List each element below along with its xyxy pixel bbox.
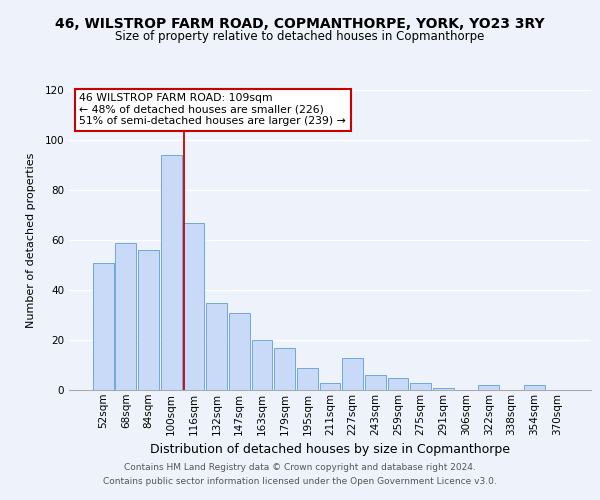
Bar [138, 250, 159, 390]
Bar [478, 385, 499, 390]
Text: Contains public sector information licensed under the Open Government Licence v3: Contains public sector information licen… [103, 477, 497, 486]
Bar [206, 302, 227, 390]
Text: 46 WILSTROP FARM ROAD: 109sqm
← 48% of detached houses are smaller (226)
51% of : 46 WILSTROP FARM ROAD: 109sqm ← 48% of d… [79, 93, 346, 126]
Bar [229, 312, 250, 390]
Text: 46, WILSTROP FARM ROAD, COPMANTHORPE, YORK, YO23 3RY: 46, WILSTROP FARM ROAD, COPMANTHORPE, YO… [55, 18, 545, 32]
Bar [388, 378, 409, 390]
Bar [115, 242, 136, 390]
Bar [251, 340, 272, 390]
Bar [274, 348, 295, 390]
X-axis label: Distribution of detached houses by size in Copmanthorpe: Distribution of detached houses by size … [150, 443, 510, 456]
Text: Contains HM Land Registry data © Crown copyright and database right 2024.: Contains HM Land Registry data © Crown c… [124, 464, 476, 472]
Bar [433, 388, 454, 390]
Bar [184, 222, 205, 390]
Bar [161, 155, 182, 390]
Bar [342, 358, 363, 390]
Bar [524, 385, 545, 390]
Y-axis label: Number of detached properties: Number of detached properties [26, 152, 36, 328]
Text: Size of property relative to detached houses in Copmanthorpe: Size of property relative to detached ho… [115, 30, 485, 43]
Bar [297, 368, 318, 390]
Bar [365, 375, 386, 390]
Bar [93, 262, 113, 390]
Bar [320, 382, 340, 390]
Bar [410, 382, 431, 390]
